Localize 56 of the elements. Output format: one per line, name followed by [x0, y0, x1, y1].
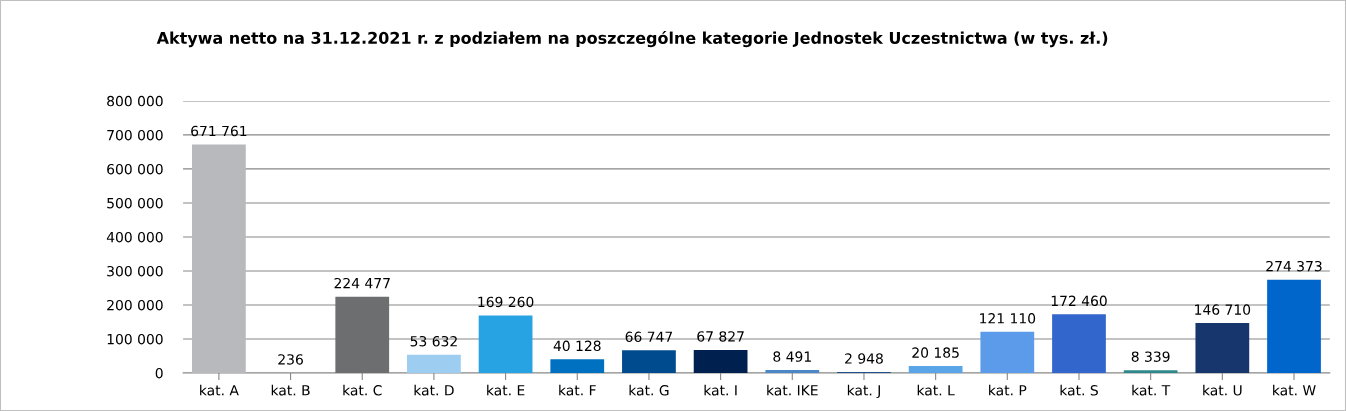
y-tick-label: 700 000: [107, 129, 163, 141]
bar: [693, 349, 748, 373]
x-tick-label: kat. T: [1132, 384, 1171, 396]
data-label: 671 761: [191, 125, 247, 137]
bar: [1052, 314, 1106, 373]
y-tick-label: 600 000: [107, 163, 163, 175]
data-label: 121 110: [980, 313, 1036, 324]
data-label: 8 491: [773, 351, 811, 362]
x-tick-label: kat. B: [271, 384, 310, 396]
bar: [550, 359, 605, 373]
data-label: 20 185: [912, 347, 959, 358]
y-tick-label: 500 000: [107, 197, 163, 209]
y-tick-label: 0: [155, 367, 163, 379]
bar: [908, 366, 963, 373]
bar: [407, 354, 461, 373]
x-tick-label: kat. S: [1060, 384, 1098, 396]
data-label: 40 128: [553, 340, 601, 352]
data-label: 66 747: [625, 331, 673, 343]
x-tick-label: kat. F: [559, 384, 596, 396]
bar: [478, 315, 533, 373]
y-tick-label: 400 000: [106, 231, 163, 243]
data-label: 146 710: [1195, 304, 1251, 315]
x-tick-label: kat. D: [414, 384, 454, 396]
data-label: 67 827: [697, 331, 744, 342]
y-tick-label: 300 000: [107, 265, 163, 277]
data-label: 274 373: [1266, 260, 1322, 272]
bar: [1123, 370, 1178, 373]
x-tick-label: kat. U: [1203, 384, 1242, 396]
bar: [1267, 279, 1321, 373]
x-tick-label: kat. C: [343, 384, 382, 396]
bar: [622, 350, 676, 373]
bar: [765, 370, 820, 373]
x-tick-label: kat. IKE: [767, 384, 818, 396]
x-tick-label: kat. J: [847, 384, 880, 399]
y-tick-label: 800 000: [107, 95, 163, 107]
data-label: 2 948: [845, 353, 883, 364]
x-tick-label: kat. W: [1273, 384, 1316, 396]
bar: [980, 331, 1035, 373]
chart-title: Aktywa netto na 31.12.2021 r. z podziałem na poszczególne kategorie Jednostek Uczestnictwa (w tys. zł.): [156, 30, 1108, 48]
data-label: 236: [278, 354, 303, 365]
y-tick-label: 200 000: [107, 299, 163, 311]
data-label: 224 477: [334, 277, 390, 289]
x-tick-label: kat. E: [487, 384, 525, 396]
bar: [1195, 323, 1250, 373]
data-label: 53 632: [410, 335, 457, 347]
data-label: 8 339: [1131, 351, 1170, 362]
data-label: 172 460: [1051, 295, 1107, 307]
x-tick-label: kat. P: [989, 384, 1027, 396]
x-tick-label: kat. I: [704, 384, 737, 396]
x-tick-label: kat. L: [917, 384, 955, 396]
bar: [192, 144, 246, 373]
data-label: 169 260: [478, 296, 534, 308]
bar: [335, 296, 390, 373]
y-tick-label: 100 000: [107, 333, 163, 345]
x-tick-label: kat. G: [629, 384, 669, 396]
x-tick-label: kat. A: [200, 384, 239, 396]
